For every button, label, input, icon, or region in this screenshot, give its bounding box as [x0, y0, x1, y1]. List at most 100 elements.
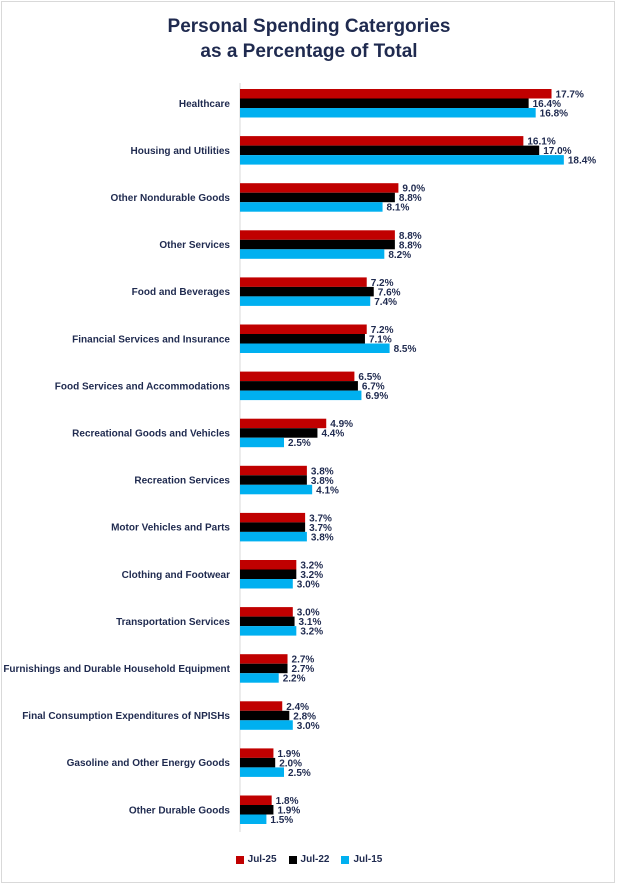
bar-jul-25	[240, 701, 283, 711]
bar-jul-25	[240, 512, 306, 523]
bar-jul-25	[240, 748, 274, 758]
data-label: 3.2%	[300, 561, 323, 572]
bar-jul-25	[240, 136, 524, 146]
legend-label: Jul-25	[247, 854, 277, 865]
legend-item: Jul-22	[288, 854, 330, 865]
data-label: 2.5%	[288, 438, 311, 449]
data-label: 16.4%	[533, 99, 561, 110]
data-label: 17.7%	[556, 90, 584, 101]
bar-jul-25	[240, 607, 293, 617]
data-label: 16.1%	[527, 137, 555, 148]
bar-jul-25	[240, 230, 395, 240]
data-label: 18.4%	[568, 156, 596, 167]
category-label: Housing and Utilities	[131, 146, 231, 157]
data-label: 7.4%	[374, 297, 397, 308]
legend-swatch	[288, 855, 297, 864]
bar-jul-22	[240, 428, 318, 438]
data-label: 7.1%	[369, 335, 392, 346]
bar-jul-22	[240, 710, 290, 721]
data-label: 6.5%	[358, 372, 381, 383]
bar-jul-25	[240, 277, 367, 287]
data-label: 8.8%	[399, 193, 422, 204]
category-label: Gasoline and Other Energy Goods	[67, 758, 231, 769]
data-label: 2.8%	[293, 711, 316, 722]
bar-jul-22	[240, 145, 540, 156]
bar-jul-22	[240, 569, 297, 579]
bar-jul-25	[240, 560, 297, 570]
data-label: 1.9%	[277, 749, 300, 760]
data-label: 7.2%	[371, 278, 394, 289]
data-label: 3.0%	[297, 721, 320, 732]
data-label: 3.7%	[309, 513, 332, 524]
bar-jul-22	[240, 616, 295, 627]
data-label: 2.7%	[292, 655, 315, 666]
bar-jul-15	[240, 814, 267, 824]
bar-jul-15	[240, 767, 284, 777]
bar-jul-15	[240, 673, 279, 683]
category-label: Clothing and Footwear	[122, 570, 230, 581]
bar-jul-15	[240, 437, 284, 448]
bar-jul-15	[240, 531, 307, 542]
bar-jul-25	[240, 795, 272, 805]
bar-jul-25	[240, 654, 288, 664]
bar-jul-25	[240, 89, 552, 99]
data-label: 8.5%	[394, 344, 417, 355]
data-label: 8.8%	[399, 240, 422, 251]
category-label: Other Durable Goods	[129, 805, 231, 816]
chart-title: Personal Spending Catergories as a Perce…	[0, 14, 618, 64]
data-label: 1.5%	[270, 815, 293, 826]
legend-swatch	[341, 855, 350, 864]
category-label: Furnishings and Durable Household Equipm…	[3, 664, 230, 675]
data-label: 3.0%	[297, 580, 320, 591]
data-label: 16.8%	[540, 109, 568, 120]
bar-jul-15	[240, 390, 362, 401]
chart-title-line-2: as a Percentage of Total	[200, 41, 418, 62]
bar-chart-plot: Healthcare 17.7%16.4%16.8% Housing and Uti…	[3, 83, 596, 832]
data-label: 4.9%	[330, 419, 353, 430]
category-label: Other Services	[159, 240, 230, 251]
bar-jul-25	[240, 183, 399, 193]
bar-jul-15	[240, 108, 536, 118]
legend-swatch	[235, 855, 244, 864]
data-label: 3.2%	[300, 627, 323, 638]
bar-jul-15	[240, 626, 297, 636]
data-label: 3.1%	[299, 617, 322, 628]
data-label: 3.7%	[309, 523, 332, 534]
data-label: 7.2%	[371, 325, 394, 336]
bar-jul-22	[240, 239, 395, 250]
chart-title-line-1: Personal Spending Catergories	[167, 16, 451, 37]
data-label: 9.0%	[402, 184, 425, 195]
data-label: 8.1%	[387, 203, 410, 214]
bar-jul-22	[240, 663, 288, 674]
bar-jul-15	[240, 155, 564, 165]
data-label: 7.6%	[378, 287, 401, 298]
bar-jul-15	[240, 484, 313, 495]
bar-jul-22	[240, 192, 395, 203]
data-label: 3.8%	[311, 466, 334, 477]
category-label: Food Services and Accommodations	[55, 381, 231, 392]
legend-item: Jul-15	[341, 854, 382, 865]
legend-item: Jul-25	[235, 854, 277, 865]
bar-jul-22	[240, 381, 358, 391]
bar-jul-15	[240, 296, 371, 306]
legend-label: Jul-15	[353, 854, 383, 865]
data-label: 3.8%	[311, 476, 334, 487]
data-label: 2.4%	[286, 702, 309, 713]
legend-label: Jul-22	[300, 854, 330, 865]
bar-jul-22	[240, 805, 274, 815]
data-label: 3.2%	[300, 570, 323, 581]
bar-jul-15	[240, 579, 293, 589]
bar-jul-15	[240, 343, 390, 353]
data-label: 17.0%	[543, 146, 571, 157]
category-label: Recreational Goods and Vehicles	[72, 428, 230, 439]
bar-jul-25	[240, 418, 327, 429]
data-label: 2.2%	[283, 674, 306, 685]
bar-jul-22	[240, 475, 307, 485]
category-label: Motor Vehicles and Parts	[111, 523, 230, 534]
bar-jul-15	[240, 202, 383, 212]
bar-jul-15	[240, 720, 293, 730]
bar-jul-22	[240, 522, 306, 532]
bar-jul-25	[240, 465, 307, 476]
category-label: Recreation Services	[134, 476, 230, 487]
data-label: 3.0%	[297, 608, 320, 619]
